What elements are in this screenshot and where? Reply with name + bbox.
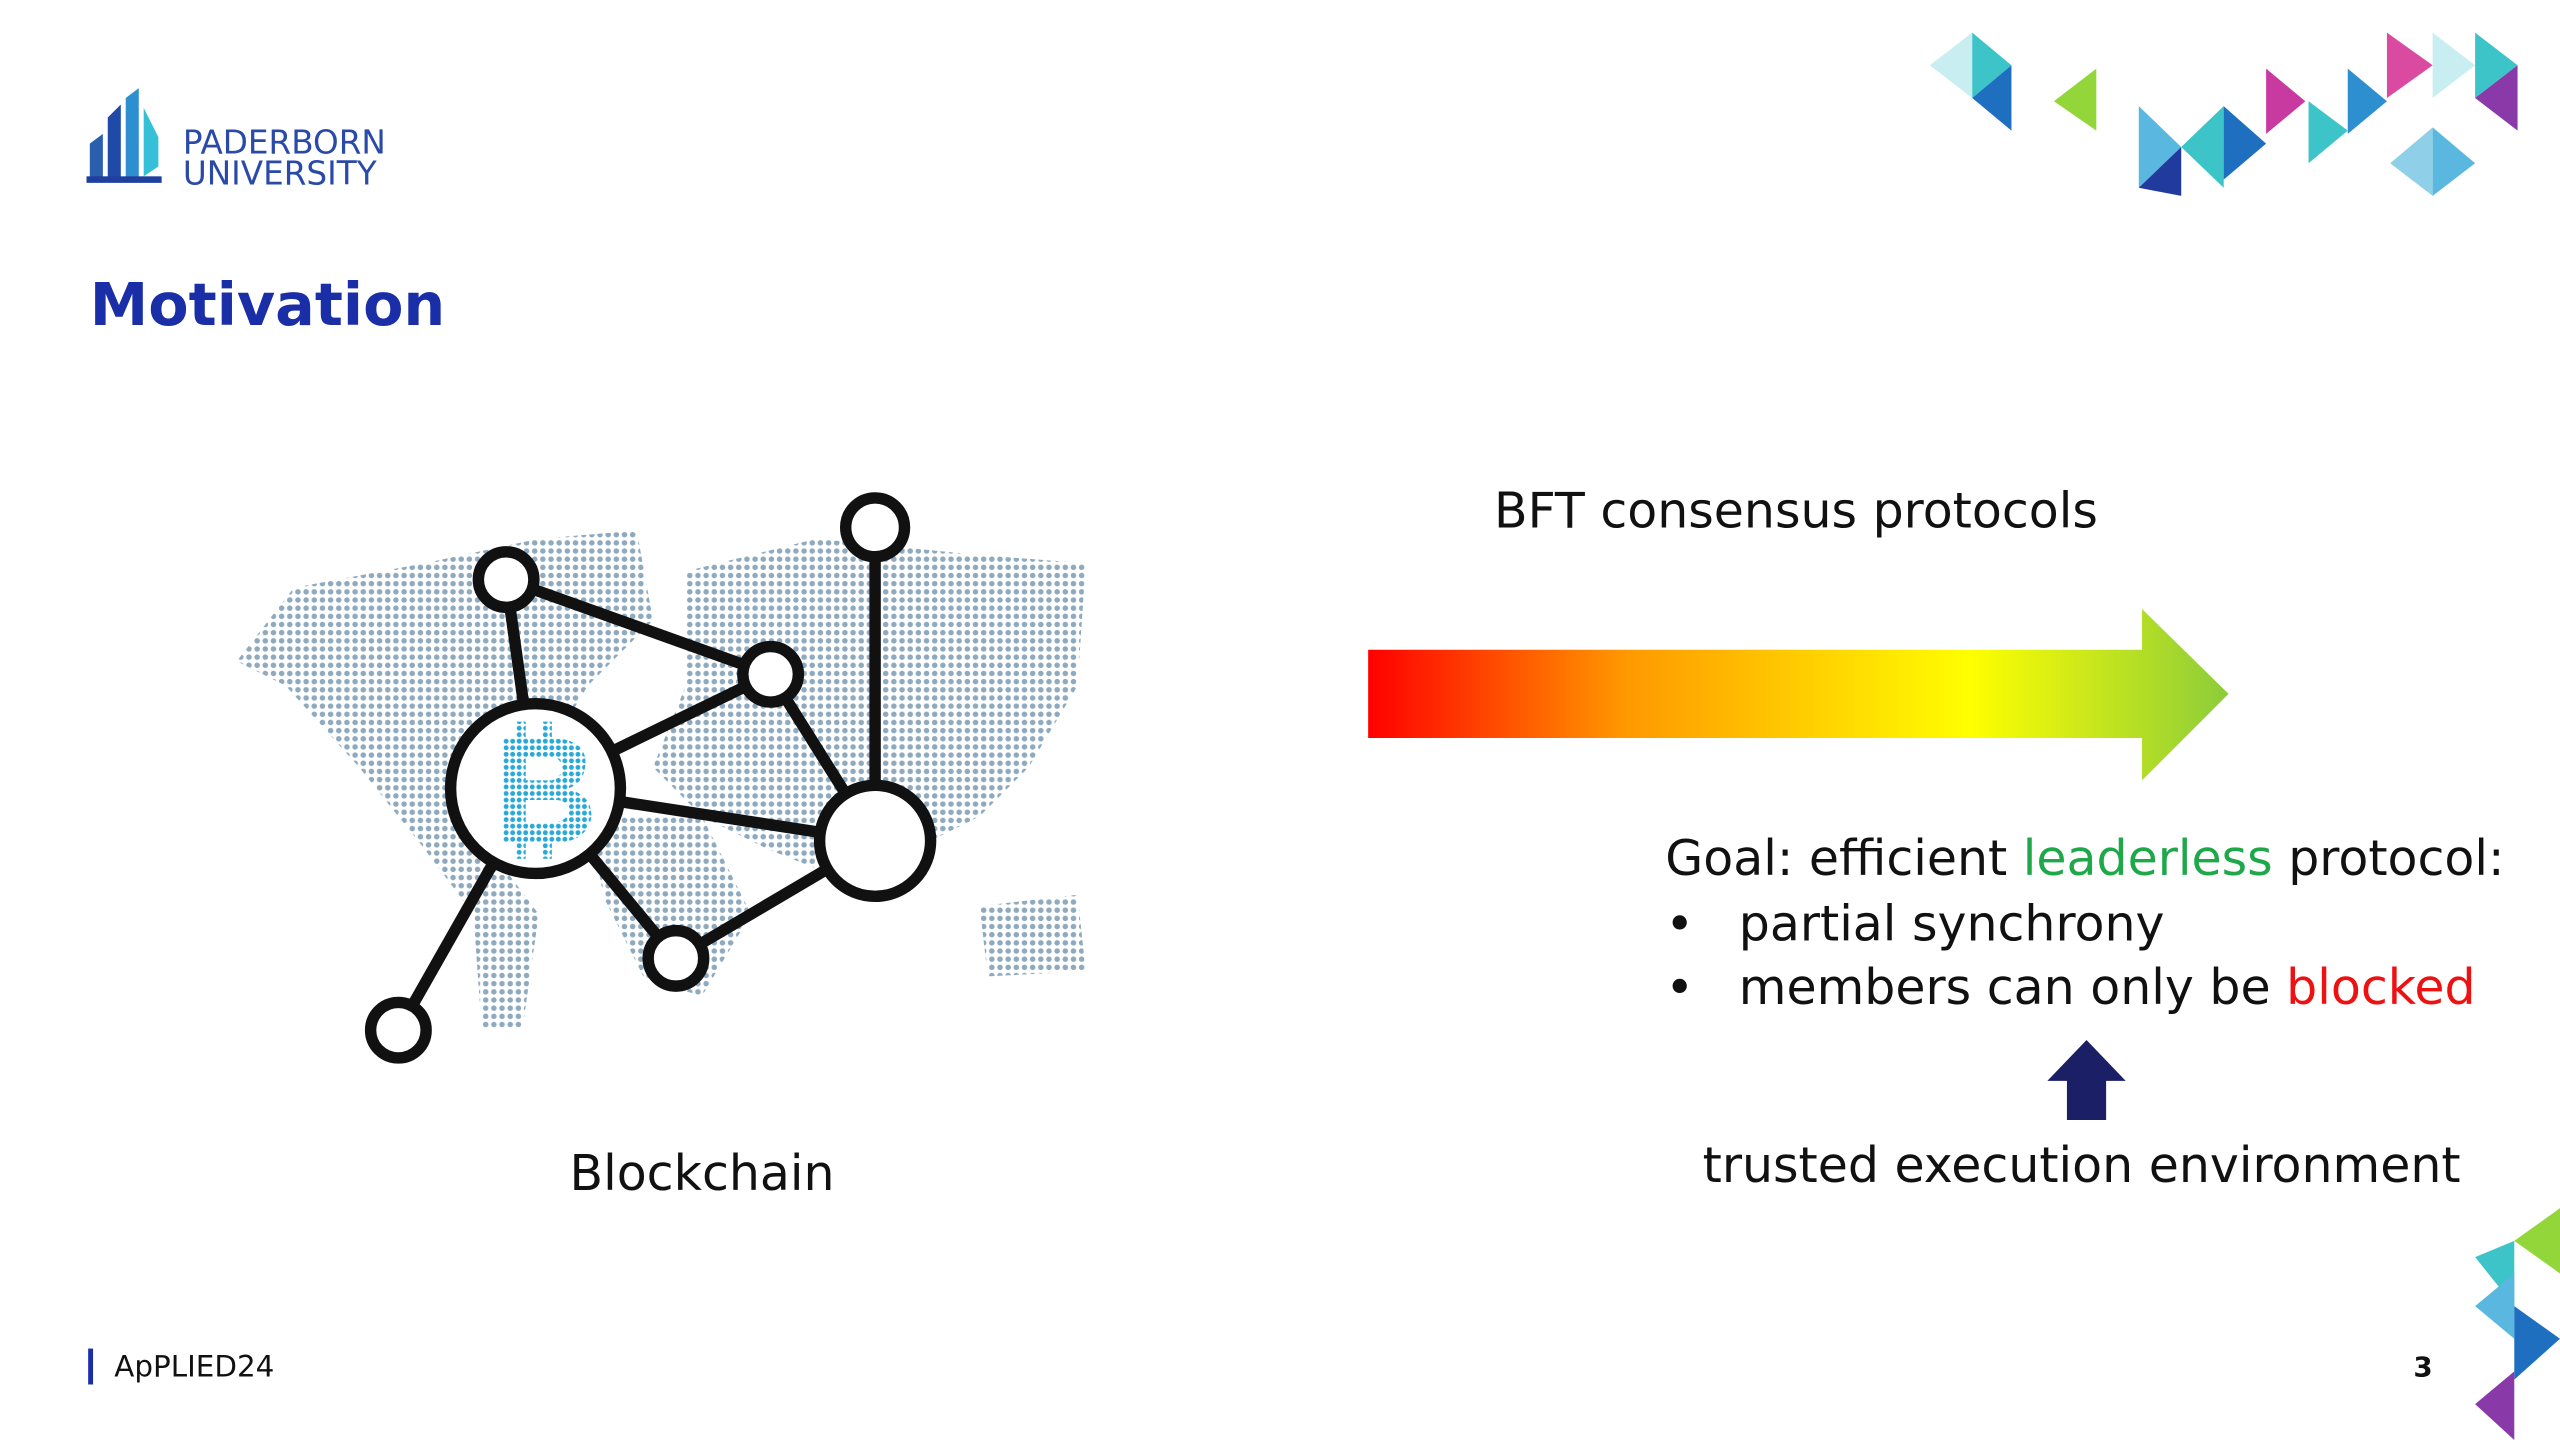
blockchain-caption: Blockchain: [570, 1145, 835, 1202]
gradient-arrow: [1368, 608, 2229, 781]
page-number: 3: [2413, 1350, 2432, 1383]
arrow-label: BFT consensus protocols: [1494, 482, 2098, 539]
up-arrow: [2047, 1040, 2126, 1120]
blockchain-illustration: [236, 492, 1086, 1064]
logo-line1: PADERBORN: [183, 123, 386, 161]
goal-suffix: protocol:: [2273, 830, 2505, 887]
goal-line: Goal: efficient leaderless protocol:: [1665, 830, 2504, 887]
source-label: trusted execution environment: [1703, 1137, 2461, 1194]
bullet-text: members can only be blocked: [1739, 959, 2476, 1016]
bullet-marker: •: [1665, 895, 1694, 952]
footer-event: ApPLIED24: [114, 1349, 274, 1383]
bullet-text-main: members can only be: [1739, 959, 2286, 1016]
decoration-bottom: [2475, 1208, 2560, 1440]
goal-prefix: Goal: efficient: [1665, 830, 2023, 887]
slide-title: Motivation: [90, 270, 445, 339]
bullet-text: partial synchrony: [1739, 895, 2165, 952]
bullet-marker: •: [1665, 959, 1694, 1016]
logo-line2: UNIVERSITY: [183, 154, 377, 192]
bullet-highlight: blocked: [2286, 959, 2475, 1016]
decoration-top: [1929, 32, 2518, 196]
logo: PADERBORN UNIVERSITY: [86, 88, 386, 192]
footer-bar: [88, 1348, 94, 1385]
goal-highlight: leaderless: [2023, 830, 2273, 887]
